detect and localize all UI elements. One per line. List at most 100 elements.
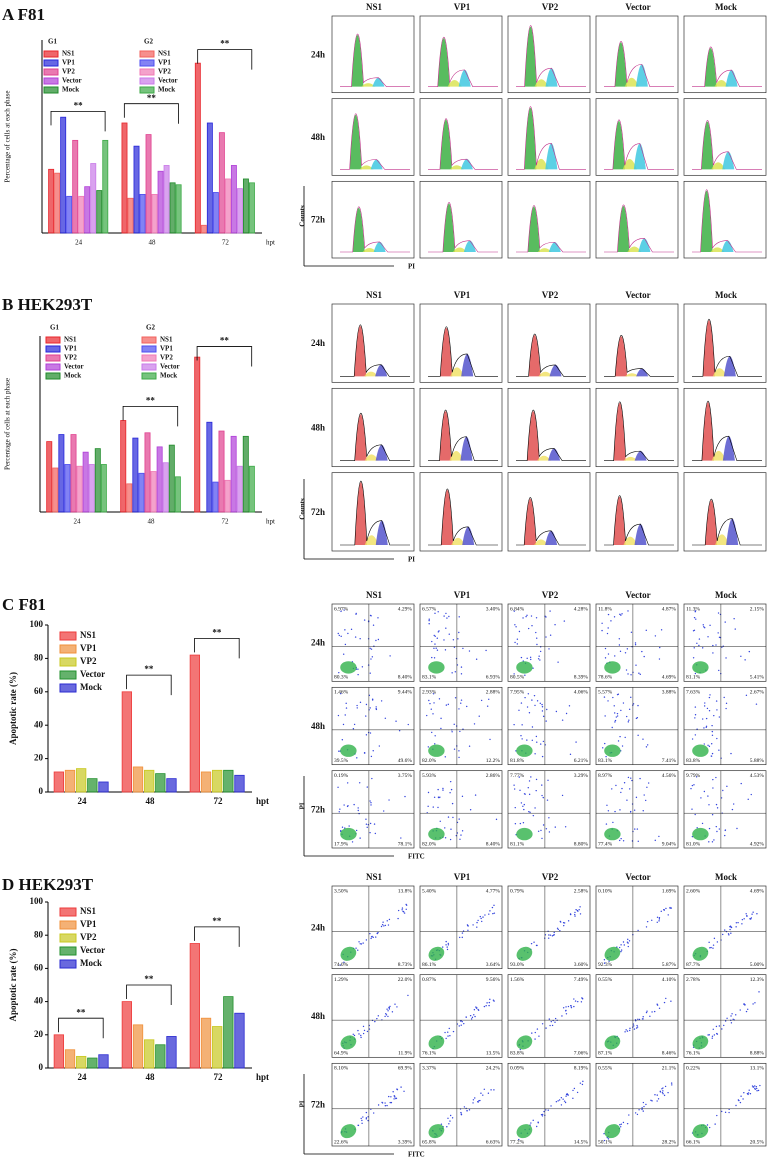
event-dot [534, 753, 536, 755]
event-dot [442, 787, 444, 790]
event-dot [445, 704, 448, 706]
event-dot [616, 712, 619, 715]
event-dot [629, 811, 632, 813]
event-dot [390, 1101, 393, 1104]
event-dot [565, 1006, 567, 1008]
event-dot [747, 1092, 750, 1094]
peak-g2 [372, 77, 385, 87]
significance-label: ** [147, 93, 157, 103]
event-dot [340, 610, 342, 613]
event-dot [661, 1091, 664, 1094]
event-dot [362, 1116, 364, 1118]
event-dot [359, 943, 361, 945]
x-tick-label: 24 [78, 796, 88, 806]
peak-s [361, 83, 376, 87]
event-dot [574, 1000, 577, 1002]
event-dot [458, 756, 460, 759]
event-dot [491, 906, 494, 909]
event-dot [626, 799, 628, 801]
event-dot [646, 786, 648, 788]
quadrant-value: 24.2% [486, 1066, 501, 1072]
bar [212, 192, 219, 234]
plot-frame [331, 303, 415, 383]
event-dot [338, 634, 340, 637]
event-dot [711, 752, 714, 755]
peak-g2 [375, 364, 388, 377]
event-dot [360, 943, 363, 945]
event-dot [654, 839, 656, 842]
legend-label: VP1 [62, 59, 75, 67]
plot-cell: 1.56% 7.49% 83.8% 7.06% [507, 974, 591, 1058]
event-dot [485, 1005, 487, 1007]
event-dot [705, 725, 708, 727]
event-dot [372, 750, 374, 752]
legend-label: NS1 [80, 906, 97, 916]
x-tick-label: 48 [146, 1072, 156, 1082]
legend-title: G2 [144, 38, 153, 46]
event-dot [548, 1018, 551, 1020]
fit-line [516, 106, 586, 170]
event-dot [353, 723, 356, 726]
event-dot [535, 789, 537, 792]
event-dot [717, 612, 720, 614]
event-dot [375, 706, 377, 708]
quadrant-value: 12.2% [486, 758, 501, 764]
event-dot [341, 739, 344, 741]
event-dot [705, 717, 708, 720]
event-dot [431, 731, 433, 734]
event-dot [572, 1097, 574, 1100]
plot-cell [331, 472, 415, 552]
event-dot [713, 839, 715, 841]
event-dot [732, 1018, 734, 1021]
quadrant-value: 2.60% [686, 888, 701, 894]
event-dot [563, 1100, 566, 1102]
event-dot [716, 1032, 718, 1035]
peak-g2 [636, 368, 649, 377]
event-dot [627, 610, 629, 612]
peak-s [537, 455, 552, 461]
peak-s [538, 371, 553, 377]
event-dot [542, 740, 545, 743]
event-dot [452, 1030, 455, 1033]
quadrant-value: 76.1% [686, 1051, 701, 1057]
event-dot [563, 620, 566, 622]
quadrant-value: 74.0% [334, 962, 349, 968]
peak-s [625, 373, 640, 377]
plot-cell [331, 180, 415, 259]
event-dot [358, 1033, 360, 1035]
event-dot [603, 696, 606, 698]
event-dot [629, 1029, 631, 1032]
quadrant-value: 0.22% [686, 1066, 701, 1072]
quadrant-value: 83.8% [510, 1051, 525, 1057]
plot-cell: 0.55% 4.10% 87.1% 8.46% [595, 974, 679, 1058]
event-dot [447, 942, 449, 945]
event-dot [560, 921, 562, 923]
legend-label: NS1 [160, 336, 173, 344]
event-dot [542, 796, 544, 799]
column-header: VP1 [454, 590, 471, 600]
event-dot [393, 1095, 395, 1097]
event-dot [645, 799, 647, 802]
event-dot [552, 934, 555, 936]
plot-cell [419, 98, 503, 176]
dense-core [340, 1035, 357, 1050]
event-dot [363, 619, 366, 621]
event-dot [573, 1087, 576, 1090]
event-dot [445, 627, 447, 629]
event-dot [449, 1120, 451, 1122]
peak-s [534, 539, 549, 545]
event-dot [444, 837, 447, 839]
event-dot [534, 1031, 536, 1034]
event-dot [493, 904, 495, 907]
event-dot [613, 616, 616, 618]
event-dot [445, 940, 447, 943]
quadrant-value: 3.50% [334, 888, 349, 894]
event-dot [708, 745, 711, 748]
quadrant-value: 4.29% [398, 606, 413, 612]
event-dot [365, 939, 368, 941]
peak-g2 [460, 436, 473, 461]
event-dot [474, 794, 477, 796]
quadrant-value: 8.10% [334, 1066, 349, 1072]
quadrant-value: 87.1% [598, 1051, 613, 1057]
legend-swatch [59, 683, 77, 693]
